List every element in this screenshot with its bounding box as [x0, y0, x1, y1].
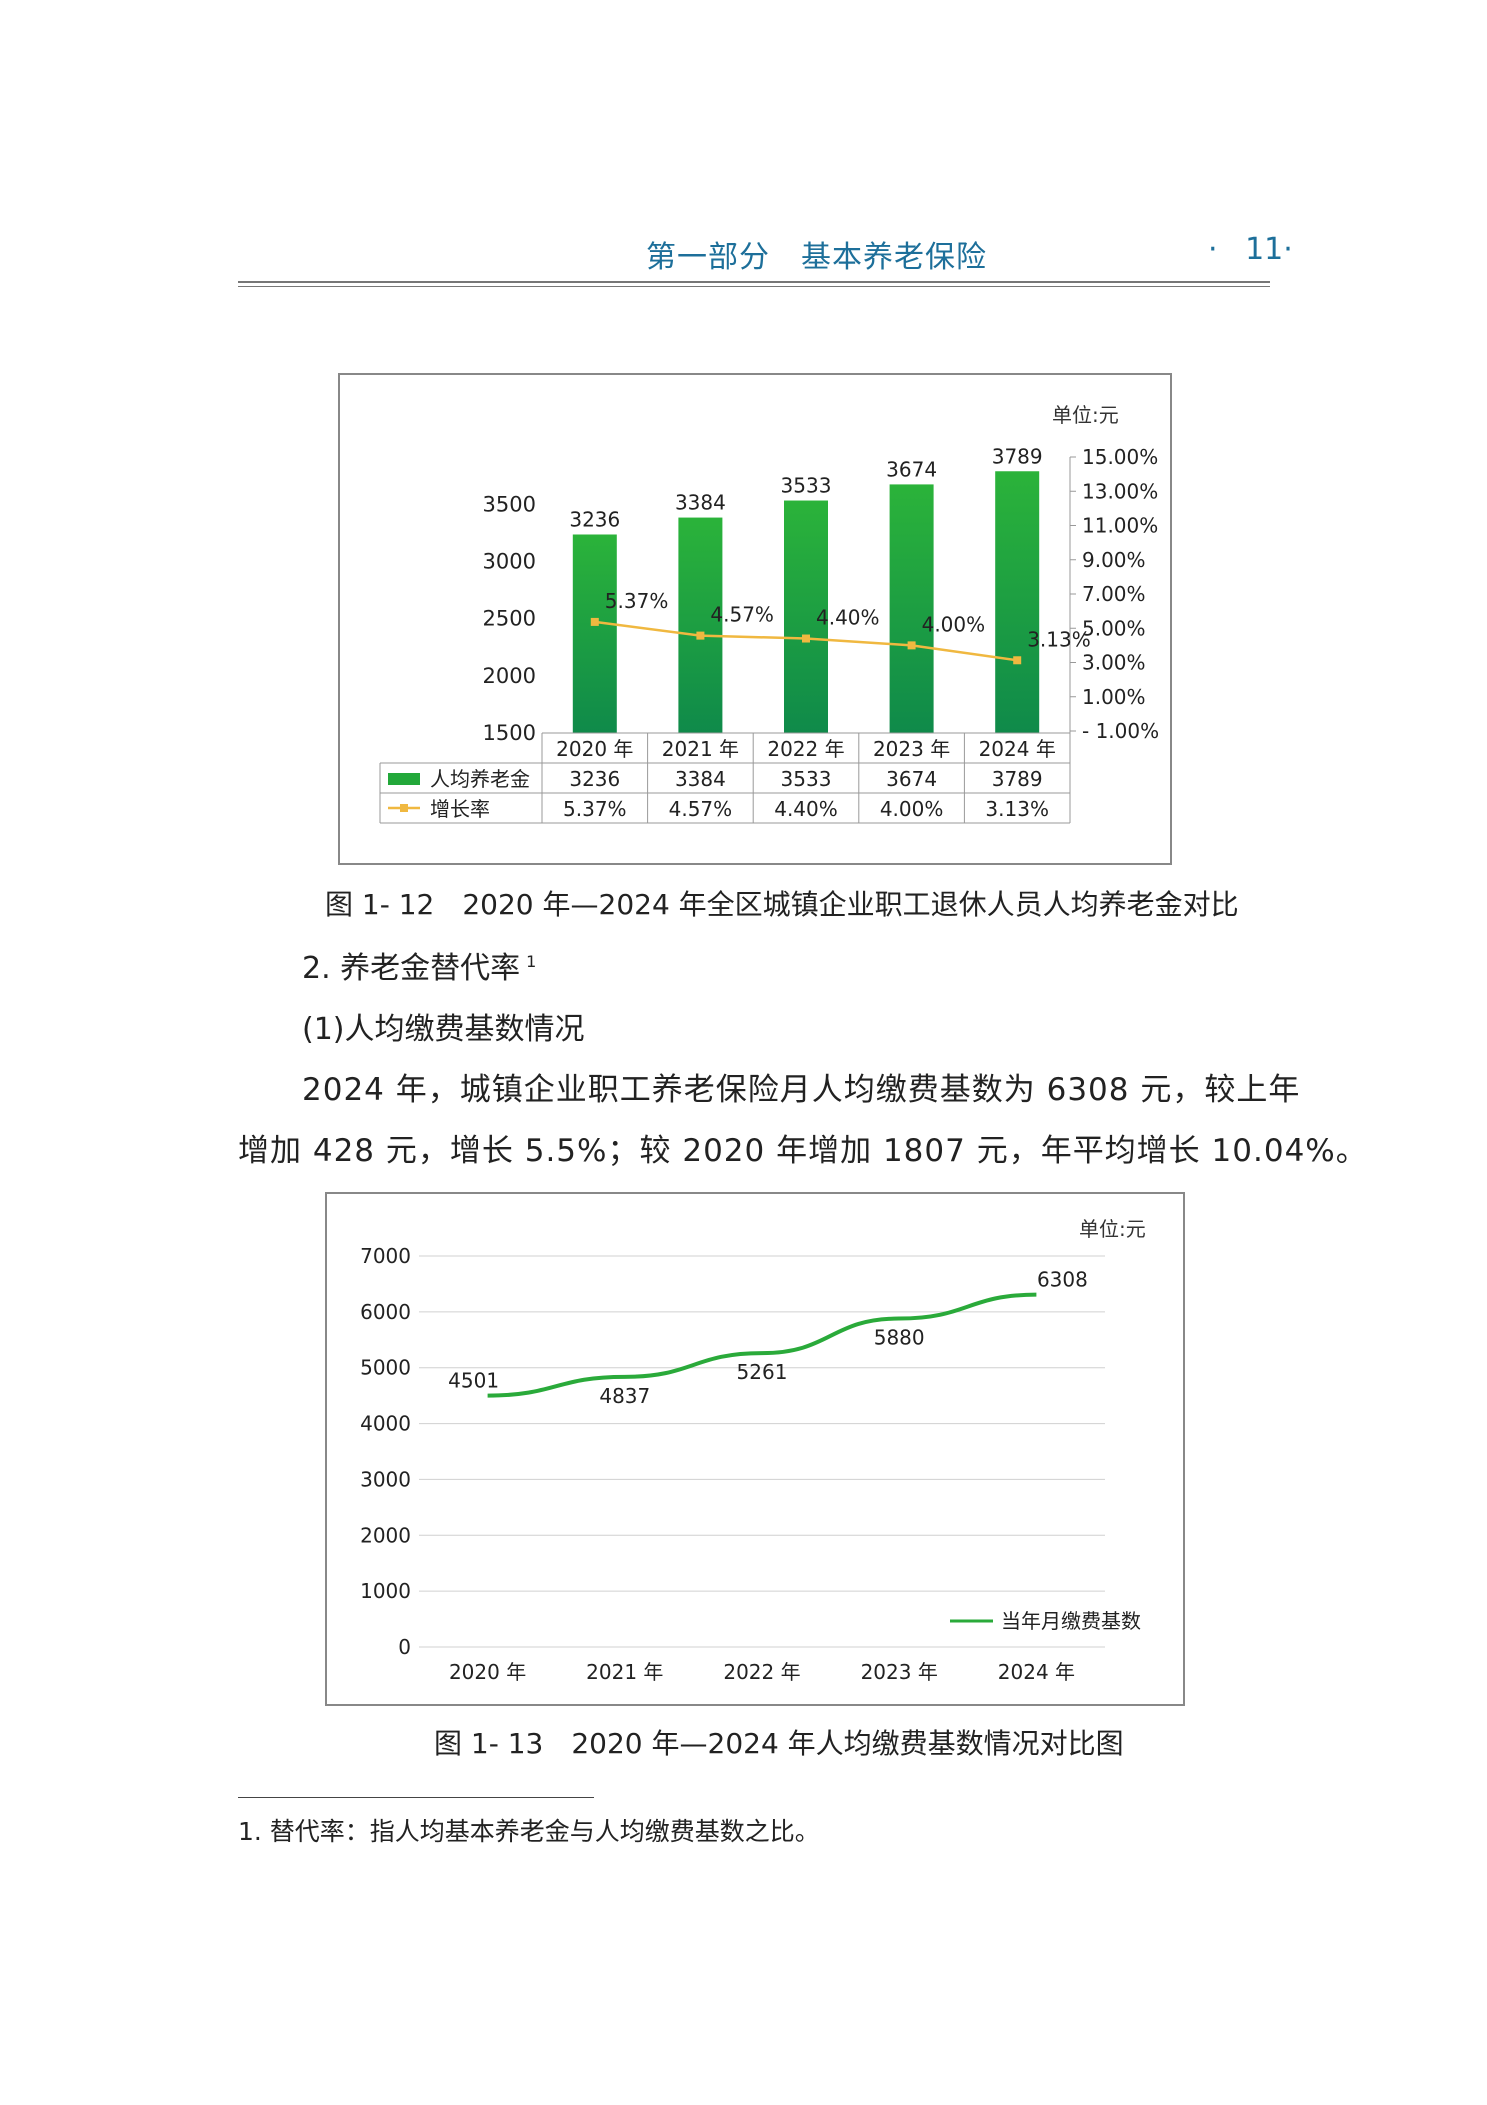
growth-rate-point — [696, 631, 705, 640]
growth-rate-label: 3.13% — [1027, 627, 1091, 651]
growth-rate-label: 4.00% — [922, 612, 986, 636]
bar — [784, 500, 828, 733]
x-axis-tick: 2022 年 — [723, 1660, 800, 1684]
category-label: 2020 年 — [556, 737, 633, 761]
table-cell: 3789 — [992, 767, 1043, 791]
category-label: 2021 年 — [662, 737, 739, 761]
y-axis-tick: 0 — [398, 1635, 411, 1659]
table-cell: 4.57% — [669, 797, 733, 821]
bar — [995, 471, 1040, 733]
right-axis-tick: 1.00% — [1082, 685, 1146, 709]
category-label: 2023 年 — [873, 737, 950, 761]
subsection-heading: (1)人均缴费基数情况 — [302, 1012, 585, 1047]
data-label: 5880 — [874, 1326, 925, 1350]
legend-label-line: 增长率 — [430, 797, 490, 821]
legend-swatch-line-marker — [400, 804, 408, 812]
unit-label: 单位:元 — [1079, 1217, 1146, 1241]
y-axis-tick: 2000 — [360, 1523, 411, 1547]
legend-label-bar: 人均养老金 — [430, 767, 530, 791]
left-axis-tick: 3500 — [483, 492, 536, 516]
right-axis-tick: 9.00% — [1082, 548, 1146, 572]
footnote-rule — [238, 1797, 594, 1798]
right-axis-tick: 13.00% — [1082, 479, 1158, 503]
growth-rate-label: 4.57% — [710, 603, 774, 627]
series-line — [487, 1292, 1037, 1398]
y-axis-tick: 3000 — [360, 1467, 411, 1491]
bar — [678, 517, 723, 733]
table-cell: 4.00% — [880, 797, 944, 821]
y-axis-tick: 7000 — [360, 1244, 411, 1268]
legend-swatch-bar — [388, 773, 420, 785]
growth-rate-label: 4.40% — [816, 606, 880, 630]
footnote: 1. 替代率：指人均基本养老金与人均缴费基数之比。 — [238, 1817, 820, 1846]
data-label: 4837 — [599, 1384, 650, 1408]
header-rule — [238, 281, 1270, 283]
unit-label: 单位:元 — [1052, 403, 1119, 427]
right-axis-tick: 15.00% — [1082, 445, 1158, 469]
left-axis-tick: 2500 — [483, 607, 536, 631]
bar-value-label: 3236 — [569, 507, 620, 531]
figure-1-caption: 图 1- 12 2020 年—2024 年全区城镇企业职工退休人员人均养老金对比 — [325, 888, 1239, 921]
left-axis-tick: 2000 — [483, 664, 536, 688]
x-axis-tick: 2024 年 — [998, 1660, 1075, 1684]
table-cell: 3384 — [675, 767, 726, 791]
growth-rate-label: 5.37% — [605, 589, 669, 613]
y-axis-tick: 4000 — [360, 1412, 411, 1436]
bar-value-label: 3789 — [992, 444, 1043, 468]
header-rule-thin — [238, 286, 1270, 287]
table-cell: 3533 — [781, 767, 832, 791]
x-axis-tick: 2020 年 — [449, 1660, 526, 1684]
right-axis-tick: 7.00% — [1082, 582, 1146, 606]
figure-1-chart: 单位:元 3500 3000 2500 2000 1500 15.00% 13.00% 11.0… — [379, 403, 1159, 824]
footnote-marker: 1 — [526, 952, 537, 971]
bar — [889, 484, 934, 733]
figure-2-chart: 单位:元 7000 6000 5000 4000 3000 2000 1000 0 2020 年 2… — [360, 1217, 1146, 1684]
x-axis-tick: 2021 年 — [586, 1660, 663, 1684]
growth-rate-point — [1013, 656, 1022, 665]
growth-rate-point — [907, 641, 916, 650]
section-heading: 2. 养老金替代率 1 — [302, 943, 536, 987]
data-label: 4501 — [448, 1369, 499, 1393]
page-number: · 11· — [1208, 232, 1293, 267]
right-axis-tick: - 1.00% — [1082, 719, 1159, 743]
figure-2-frame: 单位:元 7000 6000 5000 4000 3000 2000 1000 0 2020 年 2… — [325, 1192, 1185, 1706]
x-axis-tick: 2023 年 — [861, 1660, 938, 1684]
table-cell: 3.13% — [985, 797, 1049, 821]
legend-label: 当年月缴费基数 — [1001, 1609, 1141, 1633]
y-axis-tick: 5000 — [360, 1356, 411, 1380]
header-dot: · — [1208, 232, 1218, 267]
right-axis-tick: 5.00% — [1082, 616, 1146, 640]
table-cell: 5.37% — [563, 797, 627, 821]
data-label: 6308 — [1037, 1268, 1088, 1292]
left-axis-tick: 1500 — [483, 721, 536, 745]
y-axis-tick: 1000 — [360, 1579, 411, 1603]
figure-1-frame: 单位:元 3500 3000 2500 2000 1500 15.00% 13.00% 11.0… — [338, 373, 1172, 865]
table-cell: 3236 — [569, 767, 620, 791]
category-label: 2024 年 — [979, 737, 1056, 761]
header-page-number: 11· — [1245, 232, 1293, 267]
body-paragraph-line-1: 2024 年，城镇企业职工养老保险月人均缴费基数为 6308 元，较上年 — [302, 1072, 1301, 1108]
bar — [572, 534, 617, 733]
bar-value-label: 3384 — [675, 491, 726, 515]
header-section: 第一部分 基本养老保险 — [646, 240, 987, 275]
growth-rate-point — [590, 617, 599, 626]
left-axis-tick: 3000 — [483, 549, 536, 573]
section-heading-text: 2. 养老金替代率 — [302, 951, 521, 986]
bar-value-label: 3533 — [781, 474, 832, 498]
table-cell: 3674 — [886, 767, 937, 791]
growth-rate-point — [802, 634, 810, 643]
body-paragraph-line-2: 增加 428 元，增长 5.5%；较 2020 年增加 1807 元，年平均增长… — [238, 1133, 1368, 1169]
right-axis-tick: 11.00% — [1082, 514, 1158, 538]
table-cell: 4.40% — [774, 797, 838, 821]
category-label: 2022 年 — [767, 737, 844, 761]
running-header: 第一部分 基本养老保险 — [646, 232, 987, 276]
bar-value-label: 3674 — [886, 457, 937, 481]
figure-2-caption: 图 1- 13 2020 年—2024 年人均缴费基数情况对比图 — [434, 1727, 1124, 1760]
data-label: 5261 — [737, 1360, 788, 1384]
y-axis-tick: 6000 — [360, 1300, 411, 1324]
right-axis-tick: 3.00% — [1082, 651, 1146, 675]
